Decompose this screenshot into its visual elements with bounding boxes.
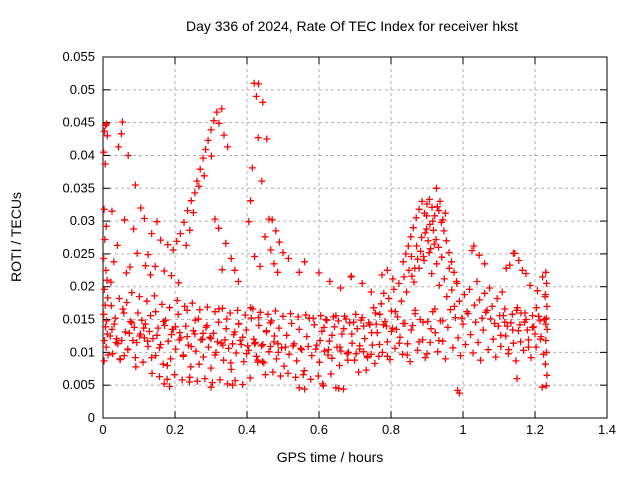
x-tick-label: 1.2 (526, 422, 544, 437)
x-tick-label: 0 (99, 422, 106, 437)
y-tick-label: 0.045 (62, 115, 95, 130)
x-tick-label: 1.4 (598, 422, 616, 437)
x-tick-label: 1 (459, 422, 466, 437)
y-tick-label: 0.04 (70, 147, 95, 162)
y-tick-label: 0.015 (62, 312, 95, 327)
x-axis-label: GPS time / hours (277, 449, 384, 465)
y-tick-label: 0.01 (70, 344, 95, 359)
y-tick-label: 0.055 (62, 49, 95, 64)
y-tick-label: 0.03 (70, 213, 95, 228)
tick-labels: 0 0.2 0.4 0.6 0.8 1 1.2 1.4 0 0.005 0.01 0.015 0.02 0… (62, 49, 616, 437)
y-tick-label: 0.02 (70, 279, 95, 294)
y-tick-label: 0.025 (62, 246, 95, 261)
x-tick-label: 0.8 (382, 422, 400, 437)
y-axis-label: ROTI / TECUs (8, 192, 24, 282)
chart-title: Day 336 of 2024, Rate Of TEC Index for r… (186, 18, 518, 34)
y-tick-label: 0 (88, 410, 95, 425)
y-tick-label: 0.035 (62, 180, 95, 195)
y-tick-label: 0.05 (70, 82, 95, 97)
axes-and-ticks (102, 56, 608, 419)
x-tick-label: 0.4 (238, 422, 256, 437)
scatter-plus-markers (100, 79, 551, 397)
gridlines (103, 57, 607, 418)
y-tick-label: 0.005 (62, 377, 95, 392)
x-tick-label: 0.6 (310, 422, 328, 437)
data-points (100, 79, 551, 397)
plot-border (102, 56, 608, 419)
x-tick-label: 0.2 (166, 422, 184, 437)
